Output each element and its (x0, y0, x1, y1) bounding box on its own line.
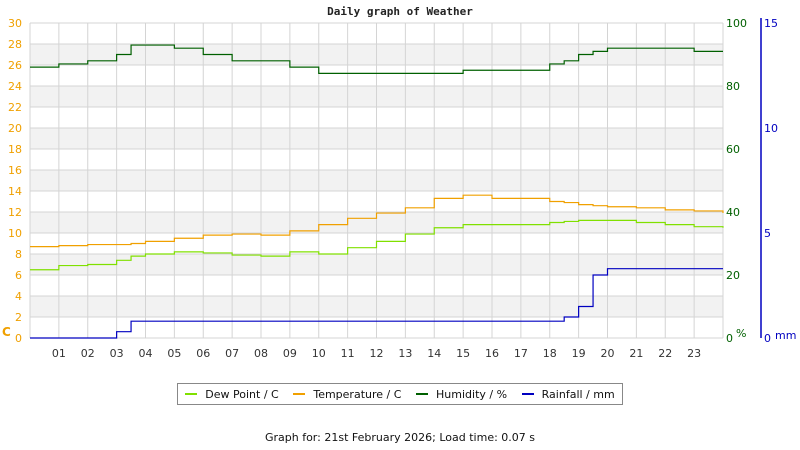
x-axis-tick: 20 (601, 347, 615, 360)
humidity-axis-tick: 40 (726, 206, 740, 219)
x-axis-tick: 13 (398, 347, 412, 360)
x-axis-tick: 15 (456, 347, 470, 360)
humidity-axis-tick: 0 (726, 332, 733, 345)
x-axis-tick: 10 (312, 347, 326, 360)
x-axis-tick: 06 (196, 347, 210, 360)
data-lines (30, 44, 724, 339)
x-axis-tick: 22 (658, 347, 672, 360)
left-axis-tick: 12 (8, 206, 22, 219)
left-axis-tick: 24 (8, 80, 22, 93)
left-axis-tick: 6 (15, 269, 22, 282)
x-axis-tick: 05 (167, 347, 181, 360)
rainfall-axis-tick: 15 (764, 17, 778, 30)
left-axis-tick: 4 (15, 290, 22, 303)
legend-temperature: Temperature / C (293, 388, 401, 401)
x-axis-tick: 23 (687, 347, 701, 360)
x-axis-tick: 19 (572, 347, 586, 360)
rainfall-line (30, 268, 723, 339)
x-axis-tick: 07 (225, 347, 239, 360)
left-axis-tick: 14 (8, 185, 22, 198)
x-axis-tick: 21 (629, 347, 643, 360)
left-axis-tick: 30 (8, 17, 22, 30)
x-axis-tick: 16 (485, 347, 499, 360)
humidity-axis-tick: 100 (726, 17, 747, 30)
left-axis-tick: 16 (8, 164, 22, 177)
x-axis-tick: 01 (52, 347, 66, 360)
dew-point-line (30, 219, 724, 271)
chart-title: Daily graph of Weather (327, 5, 473, 18)
x-axis-tick: 09 (283, 347, 297, 360)
humidity-swatch (416, 393, 429, 395)
left-axis-tick: 26 (8, 59, 22, 72)
x-axis-tick: 17 (514, 347, 528, 360)
x-axis-tick: 18 (543, 347, 557, 360)
x-axis-tick: 11 (341, 347, 355, 360)
left-axis-tick: 20 (8, 122, 22, 135)
temperature-line (30, 194, 724, 248)
x-axis-tick: 08 (254, 347, 268, 360)
rainfall-swatch (521, 393, 534, 395)
humidity-line (30, 44, 723, 74)
left-axis-tick: 8 (15, 248, 22, 261)
legend-rainfall: Rainfall / mm (521, 388, 615, 401)
x-axis-tick: 02 (81, 347, 95, 360)
humidity-axis-tick: 80 (726, 80, 740, 93)
left-axis-tick: 28 (8, 38, 22, 51)
left-axis-tick: 0 (15, 332, 22, 345)
rainfall-axis-unit: mm (775, 329, 796, 342)
rainfall-axis-tick: 10 (764, 122, 778, 135)
dew-point-swatch (185, 393, 198, 395)
legend-dew-point: Dew Point / C (185, 388, 279, 401)
x-axis-tick: 12 (370, 347, 384, 360)
left-axis-unit: C (2, 325, 11, 339)
rainfall-axis-tick: 5 (764, 227, 771, 240)
humidity-axis-tick: 60 (726, 143, 740, 156)
temperature-swatch (293, 393, 306, 395)
legend-humidity: Humidity / % (416, 388, 507, 401)
humidity-axis-tick: 20 (726, 269, 740, 282)
x-axis-tick: 04 (139, 347, 153, 360)
left-axis-tick: 18 (8, 143, 22, 156)
left-axis-tick: 2 (15, 311, 22, 324)
footer-status: Graph for: 21st February 2026; Load time… (264, 431, 536, 444)
humidity-axis-unit: % (736, 327, 746, 340)
x-axis-tick: 14 (427, 347, 441, 360)
legend: Dew Point / C Temperature / C Humidity /… (177, 383, 623, 405)
left-axis-tick: 10 (8, 227, 22, 240)
x-axis-tick: 03 (110, 347, 124, 360)
rainfall-axis-tick: 0 (764, 332, 771, 345)
left-axis-tick: 22 (8, 101, 22, 114)
